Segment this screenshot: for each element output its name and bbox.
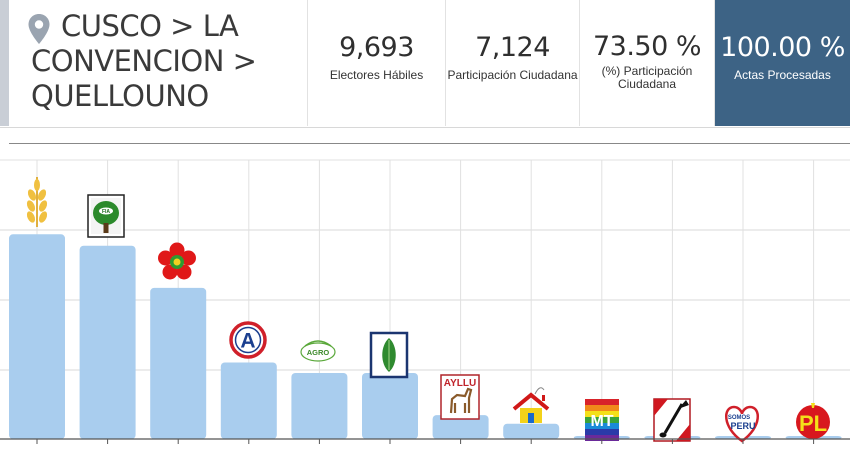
location-breadcrumb: CUSCO > LA CONVENCION > QUELLOUNO — [31, 9, 311, 114]
bar-green-leaf-logo[interactable] — [362, 372, 418, 439]
chart-bars — [9, 234, 842, 439]
bar-agro-logo[interactable] — [291, 372, 348, 439]
stat-participacion: 7,124 Participación Ciudadana — [446, 0, 580, 126]
location-line-2: CONVENCION > — [31, 44, 257, 78]
results-bar-chart: FIA A AGRO AYLLU — [0, 159, 850, 444]
pl-pencil-logo[interactable]: PL — [796, 403, 830, 439]
header: CUSCO > LA CONVENCION > QUELLOUNO 9,693 … — [0, 0, 850, 128]
agro-text: AGRO — [307, 348, 330, 357]
electores-value: 9,693 — [339, 32, 414, 63]
tree-logo[interactable]: FIA — [87, 194, 125, 238]
somos-peru-logo[interactable]: SOMOS PERU — [725, 405, 759, 443]
stat-porcentaje: 73.50 % (%) Participación Ciudadana — [580, 0, 715, 126]
location-line-3: QUELLOUNO — [31, 79, 209, 113]
a-letter: A — [240, 330, 255, 353]
stat-electores: 9,693 Electores Hábiles — [308, 0, 446, 126]
porcentaje-value: 73.50 % — [592, 31, 702, 62]
actas-label: Actas Procesadas — [734, 68, 831, 82]
participacion-value: 7,124 — [475, 32, 550, 63]
chart-logos: FIA A AGRO AYLLU — [25, 177, 830, 443]
agro-logo[interactable]: AGRO — [300, 340, 336, 362]
bar-a-circle-logo[interactable] — [220, 362, 277, 439]
actas-value: 100.00 % — [720, 32, 845, 63]
shovel-flag-logo[interactable] — [653, 398, 691, 442]
porcentaje-label-2: Ciudadana — [617, 77, 677, 91]
chart-x-axis — [0, 438, 850, 444]
red-flower-logo[interactable] — [158, 242, 196, 280]
bar-tree-logo[interactable] — [79, 245, 136, 439]
mt-text: MT — [590, 413, 613, 430]
electores-label: Electores Hábiles — [329, 68, 424, 82]
bar-house-logo[interactable] — [503, 423, 560, 439]
ayllu-text: AYLLU — [444, 378, 476, 389]
location-pin-icon — [28, 14, 50, 44]
wheat-logo[interactable] — [25, 177, 48, 227]
a-circle-logo[interactable]: A — [229, 321, 267, 359]
bar-wheat-logo[interactable] — [9, 234, 65, 439]
ayllu-logo[interactable]: AYLLU — [440, 374, 480, 420]
section-divider — [9, 143, 850, 144]
bar-ayllu-logo[interactable] — [432, 415, 489, 439]
bar-red-flower-logo[interactable] — [150, 287, 207, 439]
somos-text: SOMOS — [728, 415, 750, 421]
participacion-label: Participación Ciudadana — [447, 68, 578, 82]
tree-logo-text: FIA — [102, 209, 110, 215]
porcentaje-label-1: (%) Participación — [601, 64, 693, 78]
stat-actas: 100.00 % Actas Procesadas — [715, 0, 850, 126]
green-leaf-logo[interactable] — [369, 331, 409, 379]
peru-text: PERU — [730, 421, 755, 431]
pl-text: PL — [799, 411, 827, 436]
house-logo[interactable] — [512, 387, 550, 423]
location-panel: CUSCO > LA CONVENCION > QUELLOUNO — [0, 0, 308, 126]
location-line-1: CUSCO > LA — [61, 9, 239, 43]
mt-rainbow-logo[interactable]: MT — [585, 399, 619, 441]
